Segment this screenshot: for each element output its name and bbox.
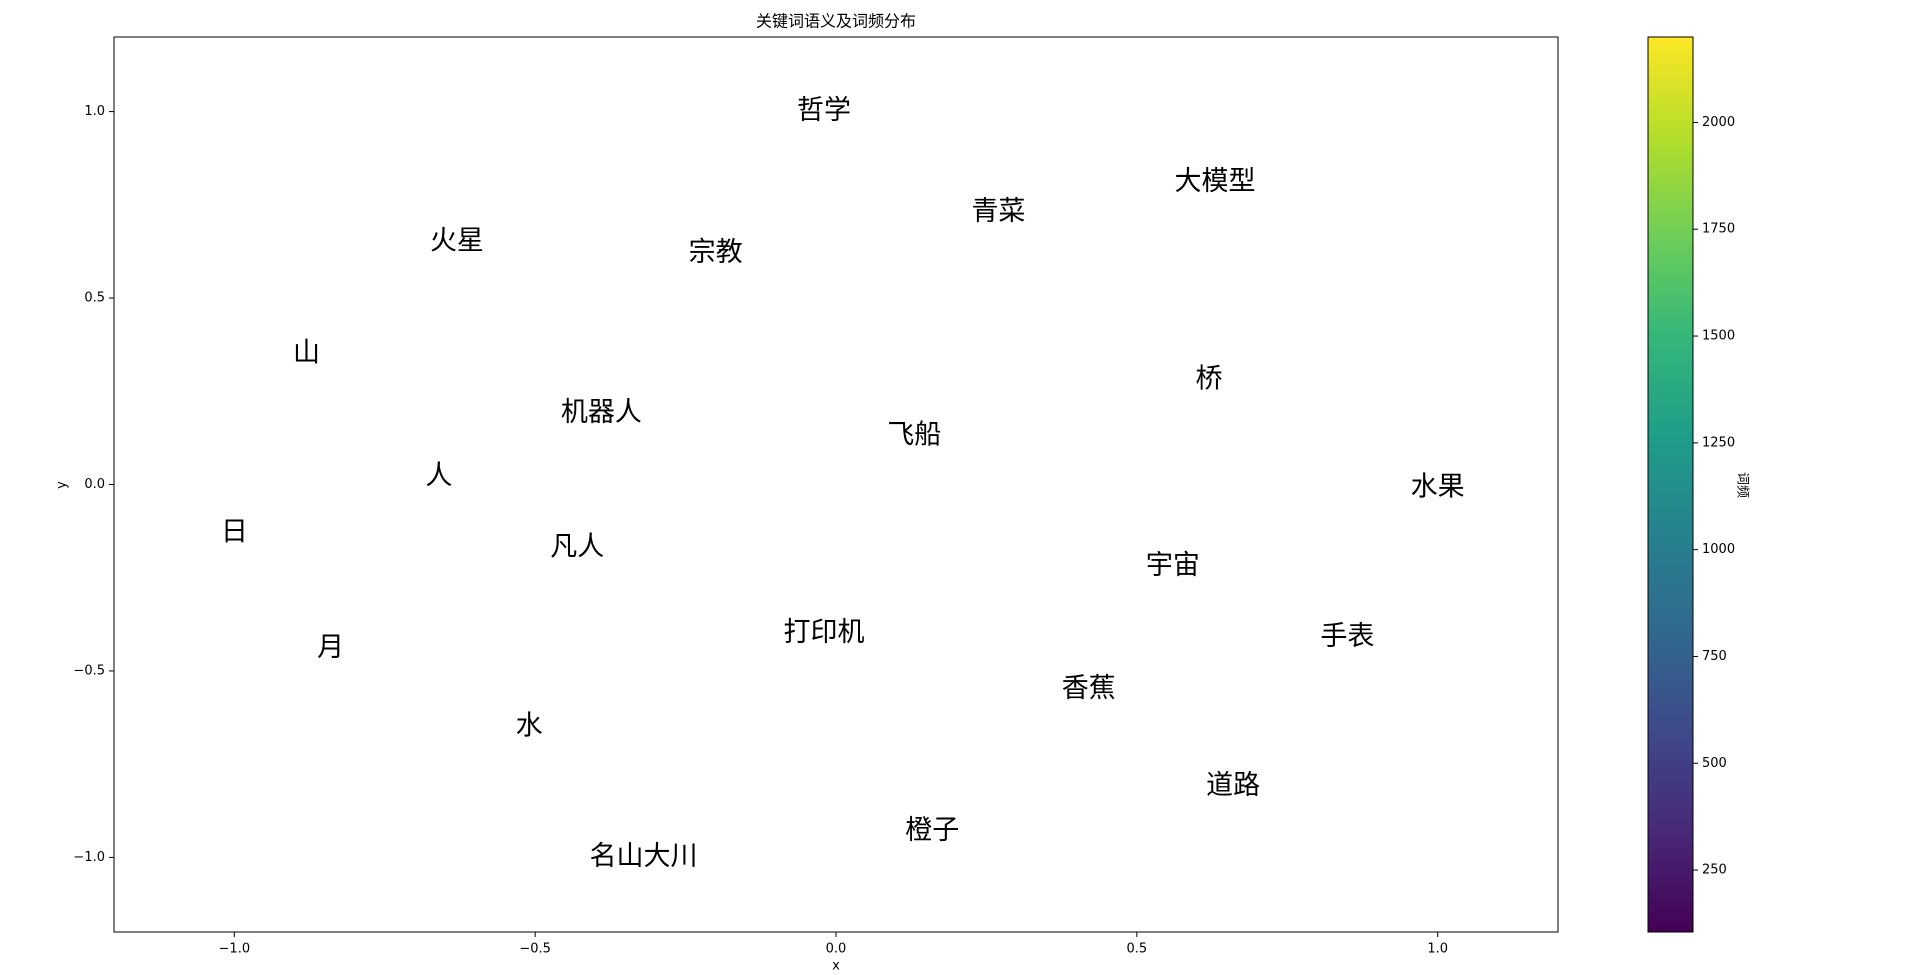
word-point: 凡人 — [550, 531, 604, 562]
x-tick-label: 0.0 — [826, 942, 847, 957]
word-point: 打印机 — [783, 617, 864, 648]
word-point: 哲学 — [797, 95, 851, 126]
word-point: 飞船 — [887, 420, 941, 451]
word-point: 日 — [221, 516, 248, 547]
word-point: 宗教 — [689, 237, 743, 268]
word-point: 月 — [317, 632, 344, 663]
word-point: 名山大川 — [589, 841, 697, 872]
plot-frame — [113, 36, 1559, 933]
word-point: 火星 — [430, 226, 484, 257]
x-tick-label: −1.0 — [219, 942, 251, 957]
word-point: 宇宙 — [1146, 550, 1200, 581]
colorbar-tick-label: 750 — [1702, 649, 1727, 664]
word-point: 香蕉 — [1062, 673, 1116, 704]
word-point: 道路 — [1206, 770, 1260, 801]
word-point: 手表 — [1320, 621, 1374, 652]
word-point: 橙子 — [905, 815, 959, 846]
x-tick-label: −0.5 — [519, 942, 551, 957]
x-tick-label: 0.5 — [1126, 942, 1147, 957]
colorbar-tick-label: 500 — [1702, 756, 1727, 771]
colorbar-tick-label: 2000 — [1702, 115, 1735, 130]
y-tick-label: 0.0 — [84, 477, 105, 492]
y-tick-label: −1.0 — [73, 850, 105, 865]
word-point: 大模型 — [1175, 166, 1256, 197]
chart-title: 关键词语义及词频分布 — [756, 12, 916, 31]
colorbar — [1647, 36, 1694, 933]
word-point: 桥 — [1196, 364, 1223, 395]
word-point: 人 — [425, 461, 452, 492]
x-axis-label: x — [832, 959, 840, 974]
colorbar-tick-label: 250 — [1702, 863, 1727, 878]
word-point: 山 — [293, 337, 320, 368]
y-tick-label: −0.5 — [73, 663, 105, 678]
colorbar-label: 词频 — [1735, 472, 1750, 498]
colorbar-tick-label: 1250 — [1702, 435, 1735, 450]
word-point: 水 — [516, 710, 543, 741]
colorbar-tick-label: 1000 — [1702, 542, 1735, 557]
colorbar-tick-label: 1500 — [1702, 329, 1735, 344]
word-point: 青菜 — [971, 196, 1025, 227]
word-point: 机器人 — [561, 397, 642, 428]
x-tick-label: 1.0 — [1427, 942, 1448, 957]
word-point: 水果 — [1411, 472, 1465, 503]
y-tick-label: 0.5 — [84, 291, 105, 306]
y-axis-label: y — [55, 481, 70, 489]
colorbar-tick-label: 1750 — [1702, 222, 1735, 237]
y-tick-label: 1.0 — [84, 104, 105, 119]
